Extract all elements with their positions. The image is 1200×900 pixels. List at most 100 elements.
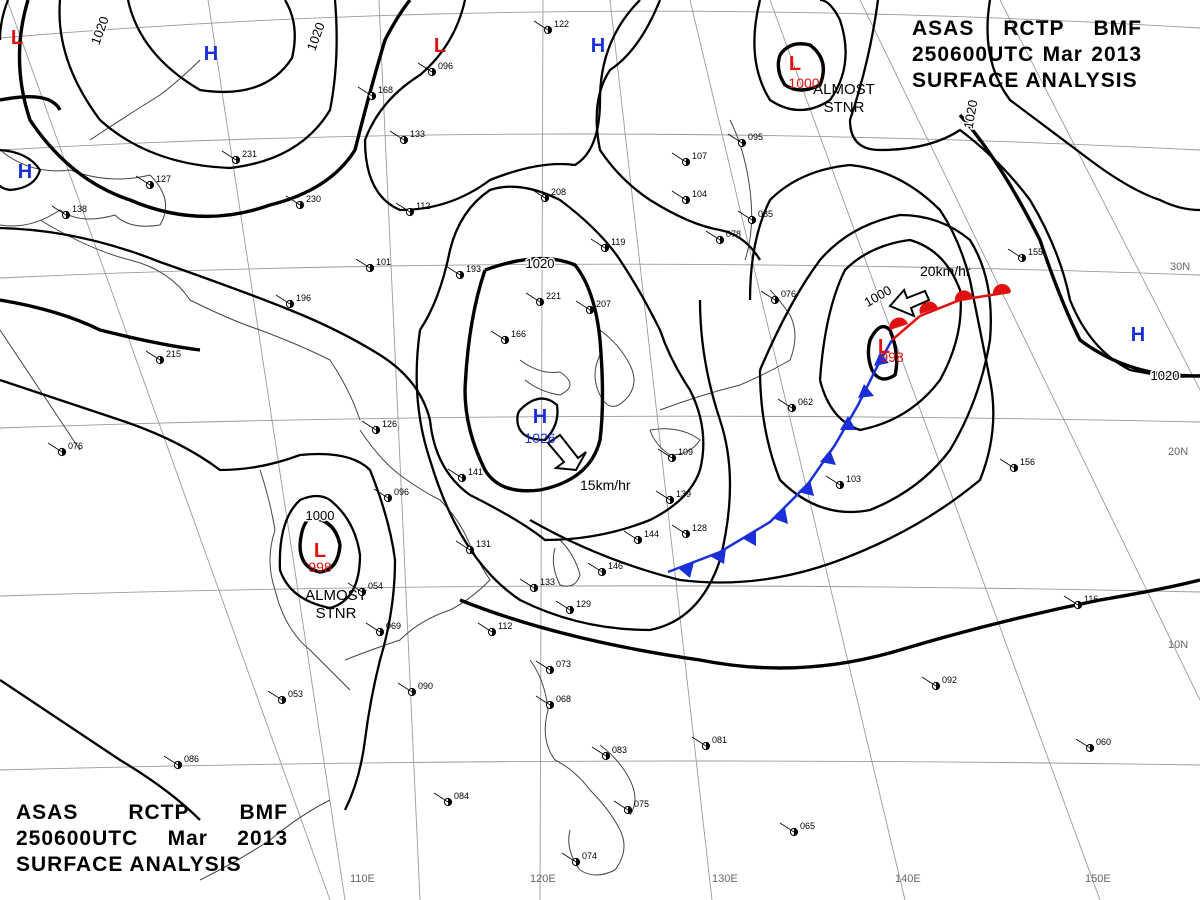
latitude-label: 20N xyxy=(1168,446,1188,458)
isobar-value-label: 1020 xyxy=(961,99,981,130)
header-product: SURFACE ANALYSIS xyxy=(912,69,1138,92)
station-pressure-value: 231 xyxy=(242,149,257,159)
wind-barb xyxy=(285,195,301,206)
station-pressure-value: 081 xyxy=(712,735,727,745)
station-pressure-value: 166 xyxy=(511,329,526,339)
wind-barb xyxy=(477,622,493,633)
station-pressure-value: 133 xyxy=(540,577,555,587)
wind-barb xyxy=(655,490,671,501)
wind-barb xyxy=(657,448,673,459)
status-label-line2: STNR xyxy=(824,99,865,116)
wind-barb xyxy=(519,578,535,589)
cloud-cover-glyph xyxy=(672,454,676,462)
wind-barb xyxy=(389,130,405,141)
header-datetime: 250600UTC xyxy=(16,827,139,850)
station-pressure-value: 062 xyxy=(798,397,813,407)
station-pressure-value: 076 xyxy=(781,289,796,299)
station-pressure-value: 131 xyxy=(476,539,491,549)
longitude-label: 130E xyxy=(712,873,738,885)
cloud-cover-glyph xyxy=(742,139,746,147)
wind-barb xyxy=(1063,595,1079,606)
station-pressure-value: 096 xyxy=(438,61,453,71)
station-pressure-value: 103 xyxy=(846,474,861,484)
station-pressure-value: 068 xyxy=(556,694,571,704)
station-pressure-value: 095 xyxy=(748,132,763,142)
cloud-cover-glyph xyxy=(570,606,574,614)
wind-barb xyxy=(575,300,591,311)
station-pressure-value: 090 xyxy=(418,681,433,691)
wind-barb xyxy=(779,822,795,833)
wind-barb xyxy=(355,258,371,269)
wind-barb xyxy=(365,622,381,633)
center-pressure-value: 1026 xyxy=(524,430,555,446)
cloud-cover-glyph xyxy=(534,584,538,592)
station-pressure-value: 053 xyxy=(288,689,303,699)
cloud-cover-glyph xyxy=(410,208,414,216)
cloud-cover-glyph xyxy=(794,828,798,836)
wind-barb xyxy=(275,294,291,305)
header-month: Mar xyxy=(167,827,208,850)
station-pressure-value: 144 xyxy=(644,529,659,539)
longitude-label: 110E xyxy=(350,873,375,885)
high-pressure-marker: H xyxy=(1131,324,1145,346)
station-pressure-value: 196 xyxy=(296,293,311,303)
header-agency: ASAS xyxy=(16,801,79,824)
cloud-cover-glyph xyxy=(1078,601,1082,609)
low-pressure-marker: L xyxy=(878,336,890,358)
cloud-cover-glyph xyxy=(686,158,690,166)
wind-barb xyxy=(357,86,373,97)
cloud-cover-glyph xyxy=(752,216,756,224)
cloud-cover-glyph xyxy=(686,196,690,204)
cloud-cover-glyph xyxy=(448,798,452,806)
header-year: 2013 xyxy=(1091,43,1142,66)
wind-barb xyxy=(691,736,707,747)
wind-barb xyxy=(145,350,161,361)
low-pressure-marker: L xyxy=(789,53,801,75)
cloud-cover-glyph xyxy=(66,211,70,219)
station-pressure-value: 065 xyxy=(800,821,815,831)
wind-barb xyxy=(347,582,363,593)
status-label-line1: ALMOST xyxy=(305,587,367,604)
high-pressure-marker: H xyxy=(591,35,605,57)
wind-barb xyxy=(530,188,546,199)
station-pressure-value: 133 xyxy=(410,129,425,139)
graticule-labels: 110E 120E 130E 140E 150E 30N 20N 10N xyxy=(350,261,1190,885)
status-label-line2: STNR xyxy=(316,605,357,622)
cloud-cover-glyph xyxy=(720,236,724,244)
cloud-cover-glyph xyxy=(178,761,182,769)
cloud-cover-glyph xyxy=(840,481,844,489)
cold-front xyxy=(667,339,894,578)
longitude-label: 120E xyxy=(530,873,556,885)
station-pressure-value: 104 xyxy=(692,189,707,199)
cloud-cover-glyph xyxy=(432,68,436,76)
station-pressure-value: 112 xyxy=(416,201,430,211)
station-pressure-value: 156 xyxy=(1020,457,1035,467)
wind-barb xyxy=(727,133,743,144)
wind-barb xyxy=(163,755,179,766)
wind-barb xyxy=(535,660,551,671)
wind-barb xyxy=(760,290,776,301)
station-pressure-value: 138 xyxy=(72,204,87,214)
cloud-cover-glyph xyxy=(376,426,380,434)
motion-speed-label: 20km/hr xyxy=(920,263,971,279)
wind-barb xyxy=(623,530,639,541)
isobar-value-label: 1000 xyxy=(306,508,335,523)
station-pressure-value: 127 xyxy=(156,174,171,184)
cloud-cover-glyph xyxy=(1090,744,1094,752)
station-pressure-value: 078 xyxy=(726,229,741,239)
motion-arrows xyxy=(546,288,931,472)
station-pressure-value: 193 xyxy=(466,264,481,274)
wind-barb xyxy=(590,238,606,249)
wind-barb xyxy=(433,792,449,803)
cloud-cover-glyph xyxy=(602,568,606,576)
station-pressure-value: 139 xyxy=(676,489,691,499)
longitude-label: 140E xyxy=(895,873,921,885)
wind-barb xyxy=(267,690,283,701)
station-pressure-value: 085 xyxy=(758,209,773,219)
header-month: Mar xyxy=(1042,43,1083,66)
cloud-cover-glyph xyxy=(412,688,416,696)
cloud-cover-glyph xyxy=(550,701,554,709)
cloud-cover-glyph xyxy=(462,474,466,482)
center-pressure-value: 998 xyxy=(308,559,332,575)
wind-barb xyxy=(777,398,793,409)
